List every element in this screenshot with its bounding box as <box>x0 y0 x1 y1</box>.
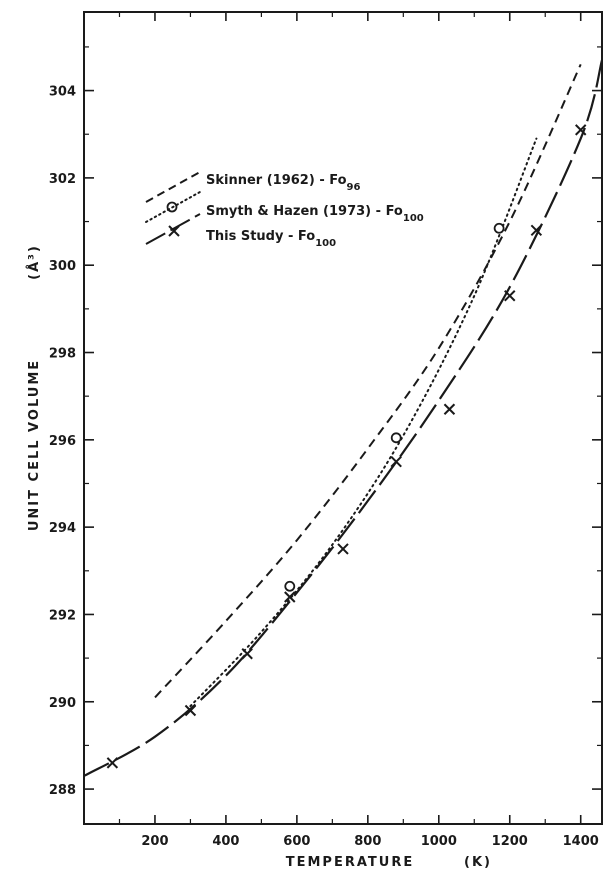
y-tick-label: 302 <box>49 172 76 187</box>
y-tick-label: 304 <box>49 85 76 100</box>
data-point-x <box>390 455 402 468</box>
y-tick-label: 298 <box>49 347 76 362</box>
data-point-x <box>530 224 543 236</box>
data-point-x <box>241 648 253 660</box>
x-axis-unit: (K) <box>464 855 492 870</box>
legend-marker-x <box>168 225 180 237</box>
data-point-x <box>184 704 197 717</box>
x-axis-label: TEMPERATURE <box>286 855 414 870</box>
series-line-skinner-1962-fo <box>154 63 582 699</box>
legend-marker-circle <box>166 201 178 213</box>
data-point-circle <box>390 432 402 444</box>
series-line-this-study-fo <box>83 59 604 777</box>
y-tick-label: 288 <box>49 783 76 798</box>
data-point-x <box>337 543 349 555</box>
legend-label-smyth-hazen: Smyth & Hazen (1973) - Fo100 <box>206 204 424 224</box>
y-axis-label: UNIT CELL VOLUME <box>27 359 42 531</box>
series-curves <box>83 59 604 777</box>
data-point-circle <box>284 580 296 592</box>
y-axis-ticks: 288 290 292 294 296 298 300 302 304 <box>49 46 602 798</box>
y-tick-label: 290 <box>49 696 76 711</box>
x-tick-label: 800 <box>354 834 381 849</box>
legend-line-smyth-hazen <box>145 191 201 223</box>
x-tick-label: 600 <box>283 834 310 849</box>
data-point-x <box>504 290 516 302</box>
data-point-circle <box>493 222 505 234</box>
y-tick-label: 296 <box>49 434 76 449</box>
plot-frame <box>83 11 603 825</box>
x-axis-ticks: 200 400 600 800 1000 1200 1400 <box>118 12 599 849</box>
y-tick-label: 294 <box>49 521 76 536</box>
y-tick-label: 292 <box>49 608 76 623</box>
series-markers <box>106 124 587 769</box>
y-axis-unit: (Å³) <box>26 244 42 280</box>
series-line-smyth-hazen-1973-fo <box>189 137 538 708</box>
legend-line-skinner <box>145 171 201 203</box>
data-point-x <box>443 403 456 415</box>
x-tick-label: 200 <box>141 834 168 849</box>
x-tick-label: 400 <box>212 834 239 849</box>
y-tick-label: 300 <box>49 259 76 274</box>
axes <box>83 11 603 825</box>
legend-label-this-study: This Study - Fo100 <box>206 229 336 249</box>
data-point-x <box>575 124 587 136</box>
legend-label-skinner: Skinner (1962) - Fo96 <box>206 173 360 193</box>
x-tick-label: 1200 <box>492 834 528 849</box>
legend: Skinner (1962) - Fo96 Smyth & Hazen (197… <box>145 171 424 249</box>
data-point-x <box>106 757 119 769</box>
x-tick-label: 1000 <box>421 834 457 849</box>
data-point-x <box>284 591 296 603</box>
x-tick-label: 1400 <box>563 834 599 849</box>
